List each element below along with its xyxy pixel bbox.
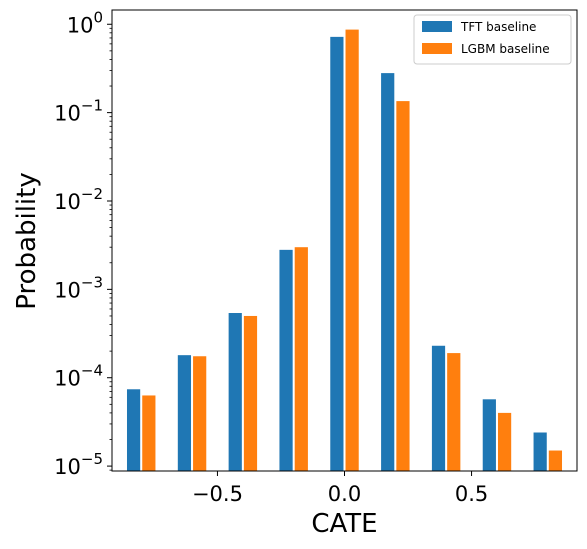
x-tick-label-0: −0.5 — [192, 482, 243, 506]
bar-lgbm-3 — [294, 247, 308, 471]
bar-lgbm-4 — [345, 29, 359, 471]
y-axis-label: Probability — [12, 172, 42, 309]
bars-layer — [126, 29, 563, 472]
bar-tft-3 — [279, 249, 293, 471]
bar-tft-4 — [330, 36, 344, 472]
y-tick-label-0: 10−5 — [54, 450, 103, 479]
legend-box — [413, 14, 572, 65]
y-axis: 10−5 10−4 10−3 10−2 10−1 100 — [54, 8, 112, 479]
bar-tft-2 — [228, 313, 242, 471]
bar-lgbm-5 — [396, 101, 410, 472]
bar-lgbm-8 — [548, 450, 563, 471]
bar-lgbm-7 — [497, 412, 512, 471]
legend: TFT baseline LGBM baseline — [413, 14, 572, 65]
legend-swatch-tft — [422, 21, 452, 32]
bar-tft-7 — [482, 399, 496, 471]
y-tick-label-3: 10−2 — [54, 185, 103, 214]
legend-swatch-lgbm — [422, 43, 452, 54]
x-tick-label-1: 0.0 — [328, 482, 361, 506]
bar-lgbm-1 — [193, 356, 207, 471]
legend-label-tft: TFT baseline — [460, 20, 536, 34]
y-tick-label-5: 100 — [67, 8, 103, 37]
y-tick-label-4: 10−1 — [54, 97, 103, 126]
y-tick-label-2: 10−3 — [54, 273, 103, 302]
bar-tft-0 — [126, 389, 141, 471]
bar-tft-1 — [177, 355, 192, 471]
bar-lgbm-0 — [142, 395, 156, 471]
plot-frame — [111, 9, 578, 472]
bar-tft-6 — [431, 345, 446, 471]
bar-lgbm-6 — [447, 353, 461, 471]
bar-tft-8 — [533, 432, 547, 471]
bar-tft-5 — [381, 73, 395, 472]
x-tick-label-2: 0.5 — [455, 482, 488, 506]
legend-label-lgbm: LGBM baseline — [461, 42, 550, 56]
bar-lgbm-2 — [243, 315, 258, 471]
x-axis: −0.5 0.0 0.5 — [192, 471, 488, 506]
x-axis-label: CATE — [311, 509, 377, 539]
y-tick-label-1: 10−4 — [54, 362, 103, 391]
